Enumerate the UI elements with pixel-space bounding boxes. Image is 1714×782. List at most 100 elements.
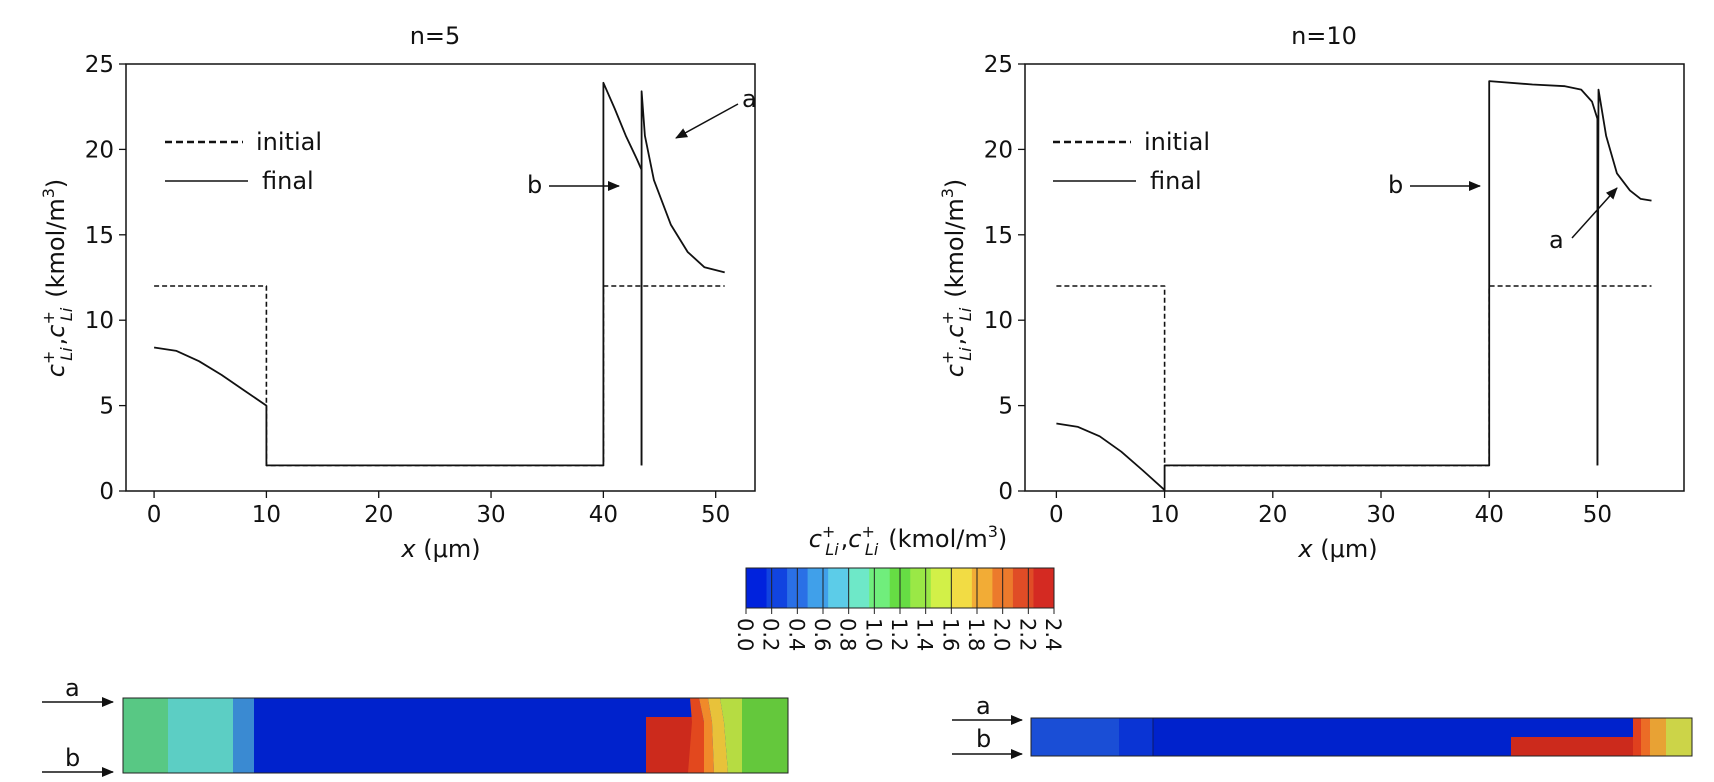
- region-6: [688, 698, 708, 773]
- colorbar-tick-label: 1.6: [938, 618, 962, 651]
- y-tick-label: 25: [85, 52, 114, 78]
- region-7: [699, 698, 714, 773]
- domain-panel-n10: a b: [952, 692, 1693, 759]
- legend-label-final: final: [1150, 167, 1202, 195]
- legend: initial final: [1053, 128, 1210, 195]
- region-4: [1511, 737, 1638, 756]
- panel-label-b: b: [65, 744, 80, 772]
- annotation-a: a: [1549, 226, 1564, 254]
- y-axis-label: c+Li,c+Li(kmol/m3): [39, 179, 76, 378]
- annotation-a-arrow: [1571, 187, 1618, 239]
- series-line-final-1: [1056, 80, 1599, 492]
- domain-panel-n5: a b: [42, 674, 789, 777]
- colorbar-tick-label: 0.2: [759, 618, 783, 651]
- x-axis-label: x (μm): [1297, 535, 1377, 563]
- x-tick-label: 40: [1475, 502, 1504, 528]
- colorbar-tick-label: 1.0: [861, 618, 885, 651]
- y-tick-label: 10: [85, 308, 114, 334]
- annotation-a: a: [742, 85, 757, 113]
- plot-frame: [125, 63, 756, 492]
- y-tick-label: 0: [99, 479, 114, 505]
- x-tick-label: 20: [364, 502, 393, 528]
- x-unit: (μm): [1320, 535, 1377, 563]
- x-tick-label: 40: [589, 502, 618, 528]
- region-5: [1633, 718, 1641, 756]
- colorbar-tick-label: 0.8: [836, 618, 860, 651]
- colorbar-swatch: [1033, 568, 1055, 608]
- region-7: [1650, 718, 1666, 756]
- region-8: [708, 698, 728, 773]
- colorbar-tick-label: 1.8: [964, 618, 988, 651]
- legend: initial final: [165, 128, 322, 195]
- colorbar-swatch: [828, 568, 850, 608]
- plot-frame: [1024, 63, 1685, 492]
- annotation-b: b: [527, 171, 542, 199]
- colorbar-tick-label: 2.2: [1015, 618, 1039, 651]
- series-line-final-2: [1596, 88, 1652, 466]
- legend-label-initial: initial: [1144, 128, 1210, 156]
- y-tick-label: 10: [984, 308, 1013, 334]
- x-var: x: [400, 535, 416, 563]
- colorbar-tick-label: 2.0: [990, 618, 1014, 651]
- x-tick-label: 50: [1583, 502, 1612, 528]
- colorbar-tick-label: 0.0: [733, 618, 757, 651]
- x-tick-label: 10: [1150, 502, 1179, 528]
- colorbar-tick-label: 0.6: [810, 618, 834, 651]
- series-line-initial-0: [1056, 285, 1652, 467]
- colorbar-label: c+ Li,c+ Li (kmol/m3): [809, 522, 1008, 559]
- region-2: [168, 698, 233, 773]
- chart-title: n=5: [410, 22, 461, 50]
- colorbar-swatch: [930, 568, 952, 608]
- legend-label-final: final: [262, 167, 314, 195]
- y-tick-label: 0: [998, 479, 1013, 505]
- y-tick-label: 20: [85, 137, 114, 163]
- region-9: [720, 698, 742, 773]
- x-var: x: [1297, 535, 1313, 563]
- annotation-b: b: [1388, 171, 1403, 199]
- series-line-final-2: [640, 90, 725, 466]
- region-5: [646, 717, 694, 773]
- y-tick-label: 15: [984, 223, 1013, 249]
- colorbar-tick-label: 1.4: [913, 618, 937, 651]
- x-unit: (μm): [423, 535, 480, 563]
- panel-label-a: a: [65, 674, 80, 702]
- x-tick-label: 0: [1049, 502, 1064, 528]
- region-8: [1666, 718, 1692, 756]
- x-tick-label: 10: [252, 502, 281, 528]
- colorbar-swatch: [910, 568, 932, 608]
- chart-n10: n=10 0 10 20 30 40 50 0 5 10 15 20 25 initial final…: [938, 22, 1685, 563]
- colorbar-tick-label: 0.4: [784, 618, 808, 651]
- legend-label-initial: initial: [256, 128, 322, 156]
- colorbar-swatch: [807, 568, 829, 608]
- series-line-initial-0: [154, 285, 725, 467]
- panel-label-a: a: [976, 692, 991, 720]
- y-tick-label: 5: [998, 394, 1013, 420]
- panel-label-b: b: [976, 725, 991, 753]
- colorbar: c+ Li,c+ Li (kmol/m3) 0.0 0.2 0.4 0.6 0.8 1.0 1.2…: [733, 522, 1065, 651]
- colorbar-swatch: [1012, 568, 1034, 608]
- colorbar-tick-label: 1.2: [887, 618, 911, 651]
- region-6: [1641, 718, 1650, 756]
- panel-border: [122, 697, 789, 774]
- series-line-final-1: [153, 81, 643, 467]
- colorbar-swatch: [869, 568, 891, 608]
- colorbar-swatch: [746, 568, 768, 608]
- region-10: [742, 698, 788, 773]
- x-tick-label: 30: [476, 502, 505, 528]
- region-1: [1031, 718, 1119, 756]
- colorbar-swatch: [971, 568, 993, 608]
- x-tick-label: 30: [1366, 502, 1395, 528]
- region-1: [123, 698, 168, 773]
- x-tick-label: 0: [147, 502, 162, 528]
- y-axis-label: c+Li,c+Li(kmol/m3): [938, 179, 975, 378]
- colorbar-swatch: [848, 568, 870, 608]
- region-3: [233, 698, 254, 773]
- y-tick-label: 5: [99, 394, 114, 420]
- panel-border: [1030, 717, 1693, 757]
- y-tick-label: 15: [85, 223, 114, 249]
- y-tick-label: 20: [984, 137, 1013, 163]
- x-axis-label: x (μm): [400, 535, 480, 563]
- region-2: [1119, 718, 1153, 756]
